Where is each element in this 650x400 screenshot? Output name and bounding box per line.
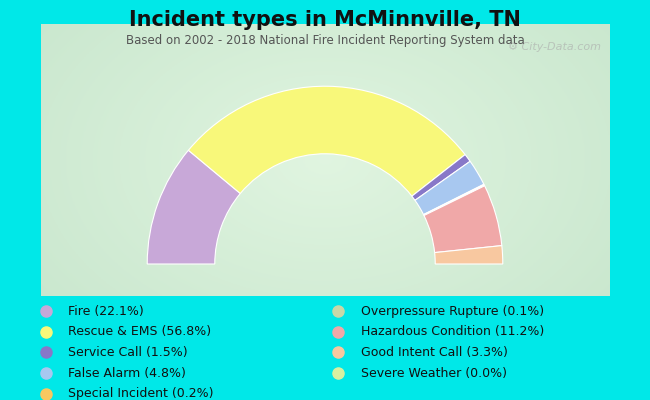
Wedge shape — [435, 246, 503, 264]
Text: Service Call (1.5%): Service Call (1.5%) — [68, 346, 188, 359]
Text: Fire (22.1%): Fire (22.1%) — [68, 305, 144, 318]
Wedge shape — [424, 184, 484, 215]
Wedge shape — [415, 161, 484, 214]
Wedge shape — [424, 185, 485, 216]
Wedge shape — [424, 186, 502, 252]
Text: Hazardous Condition (11.2%): Hazardous Condition (11.2%) — [361, 326, 544, 338]
Text: ⚙ City-Data.com: ⚙ City-Data.com — [508, 42, 601, 52]
Text: Rescue & EMS (56.8%): Rescue & EMS (56.8%) — [68, 326, 211, 338]
Text: Incident types in McMinnville, TN: Incident types in McMinnville, TN — [129, 10, 521, 30]
Text: Overpressure Rupture (0.1%): Overpressure Rupture (0.1%) — [361, 305, 544, 318]
Text: False Alarm (4.8%): False Alarm (4.8%) — [68, 366, 186, 380]
Wedge shape — [412, 154, 470, 200]
Text: Based on 2002 - 2018 National Fire Incident Reporting System data: Based on 2002 - 2018 National Fire Incid… — [125, 34, 525, 47]
Text: Good Intent Call (3.3%): Good Intent Call (3.3%) — [361, 346, 508, 359]
Text: Severe Weather (0.0%): Severe Weather (0.0%) — [361, 366, 507, 380]
Text: Special Incident (0.2%): Special Incident (0.2%) — [68, 387, 214, 400]
Wedge shape — [147, 150, 240, 264]
Wedge shape — [188, 86, 465, 196]
